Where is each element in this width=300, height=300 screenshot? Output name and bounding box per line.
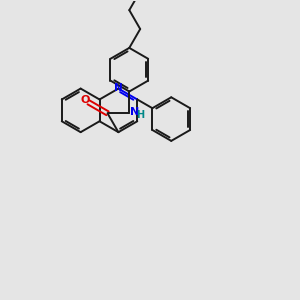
Text: N: N (114, 82, 123, 93)
Text: O: O (81, 95, 90, 105)
Text: H: H (136, 110, 144, 120)
Text: N: N (130, 107, 139, 117)
